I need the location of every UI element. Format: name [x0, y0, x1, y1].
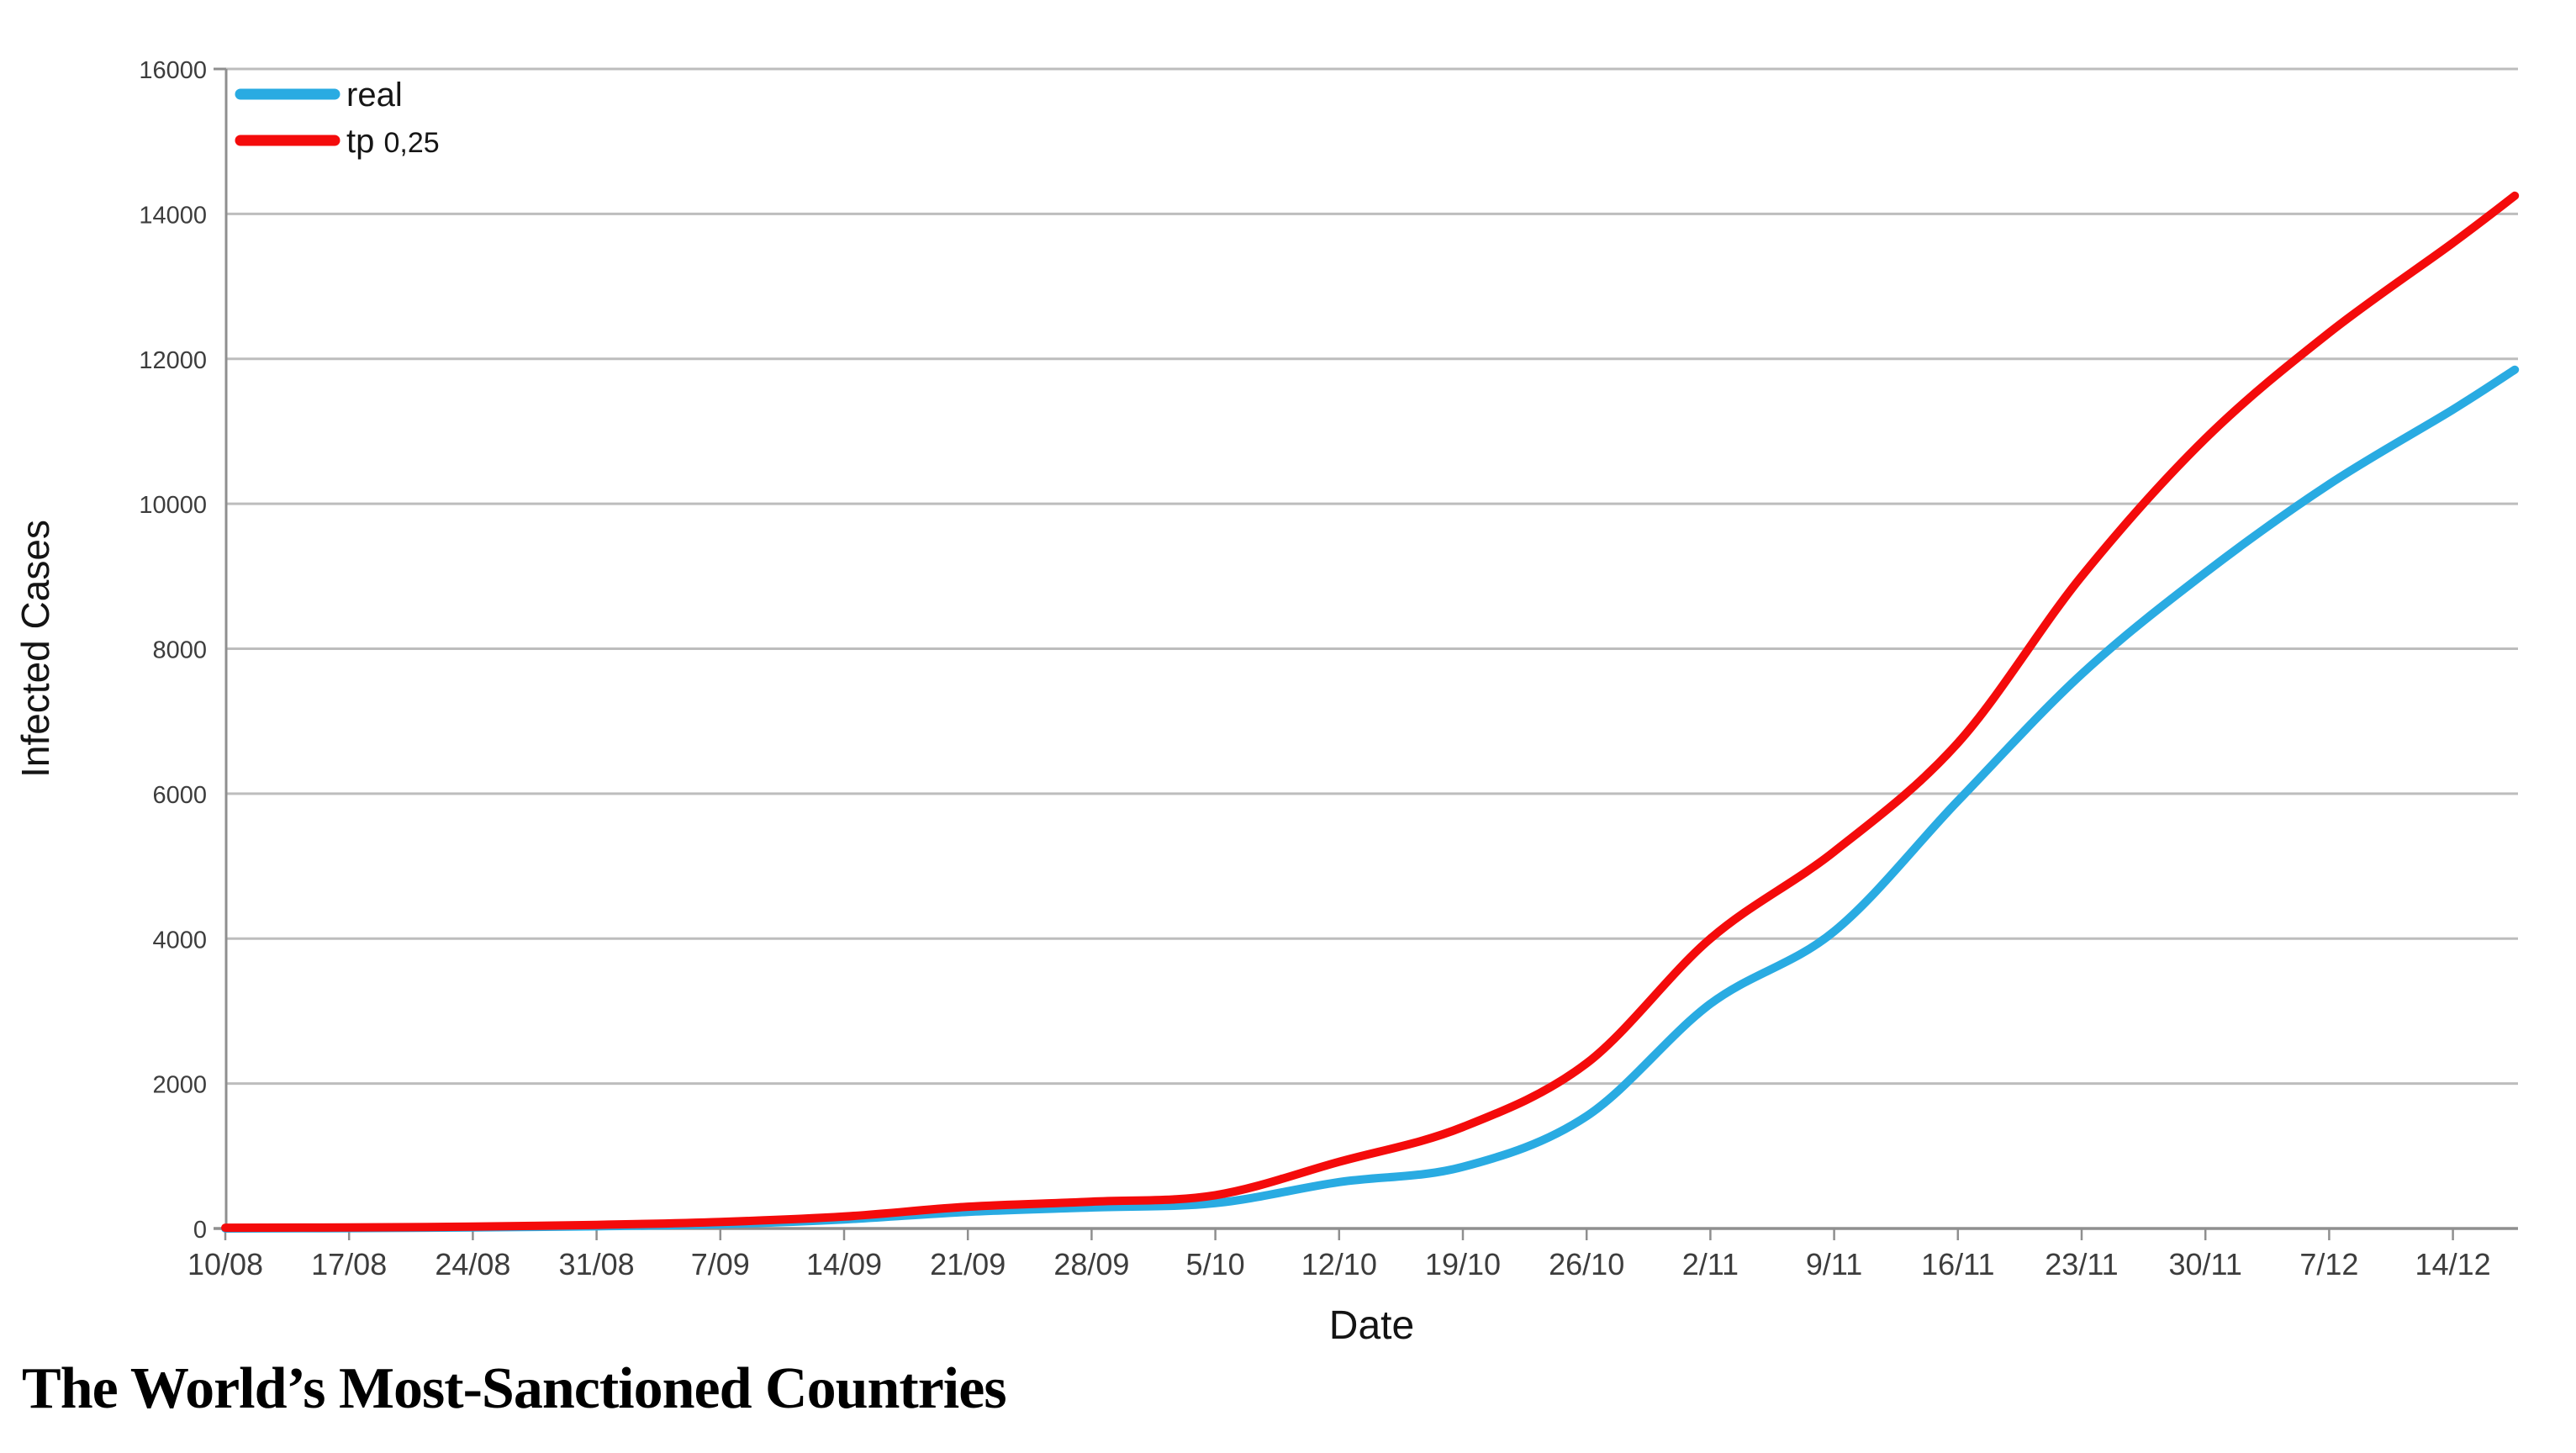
- x-tick-label: 28/09: [1053, 1247, 1129, 1281]
- x-tick-label: 31/08: [559, 1247, 635, 1281]
- y-tick-label: 2000: [152, 1072, 207, 1099]
- y-tick-label: 4000: [152, 927, 207, 954]
- series-line-tp-0-25: [221, 191, 2520, 1233]
- y-tick-label: 12000: [139, 347, 207, 374]
- legend-label: tp 0,25: [346, 123, 440, 160]
- x-tick-label: 2/11: [1682, 1247, 1739, 1281]
- y-tick-label: 6000: [152, 782, 207, 809]
- y-tick-label: 14000: [139, 202, 207, 229]
- label-layer: 0 2000 4000 6000 8000 10000 12000 14000 16000 10/…: [13, 57, 2491, 1348]
- axis-layer: [214, 67, 2518, 1240]
- x-tick-label: 5/10: [1186, 1247, 1245, 1281]
- x-tick-label: 23/11: [2045, 1247, 2118, 1281]
- x-tick-label: 7/12: [2299, 1247, 2358, 1281]
- series-layer: [221, 191, 2520, 1233]
- x-tick-label: 14/12: [2415, 1247, 2491, 1281]
- series-line-real: [221, 365, 2520, 1233]
- x-axis-title: Date: [1329, 1303, 1414, 1348]
- x-tick-label: 26/10: [1549, 1247, 1624, 1281]
- x-tick-label: 10/08: [187, 1247, 263, 1281]
- x-tick-label: 7/09: [691, 1247, 750, 1281]
- y-axis-title: Infected Cases: [13, 520, 57, 778]
- grid-layer: [225, 67, 2518, 1086]
- x-tick-label: 24/08: [435, 1247, 510, 1281]
- x-tick-label: 12/10: [1301, 1247, 1377, 1281]
- legend-label: real: [346, 77, 403, 114]
- y-tick-label: 16000: [139, 57, 207, 84]
- x-tick-label: 21/09: [930, 1247, 1006, 1281]
- caption-heading: The World’s Most-Sanctioned Countries: [22, 1356, 1007, 1421]
- y-tick-label: 8000: [152, 637, 207, 664]
- x-tick-label: 17/08: [311, 1247, 387, 1281]
- y-tick-label: 0: [193, 1217, 207, 1244]
- x-tick-label: 16/11: [1921, 1247, 1994, 1281]
- x-tick-label: 14/09: [806, 1247, 882, 1281]
- legend: real tp 0,25: [235, 77, 440, 160]
- x-tick-label: 9/11: [1806, 1247, 1862, 1281]
- y-tick-label: 10000: [139, 492, 207, 519]
- x-tick-label: 30/11: [2168, 1247, 2241, 1281]
- x-tick-label: 19/10: [1425, 1247, 1501, 1281]
